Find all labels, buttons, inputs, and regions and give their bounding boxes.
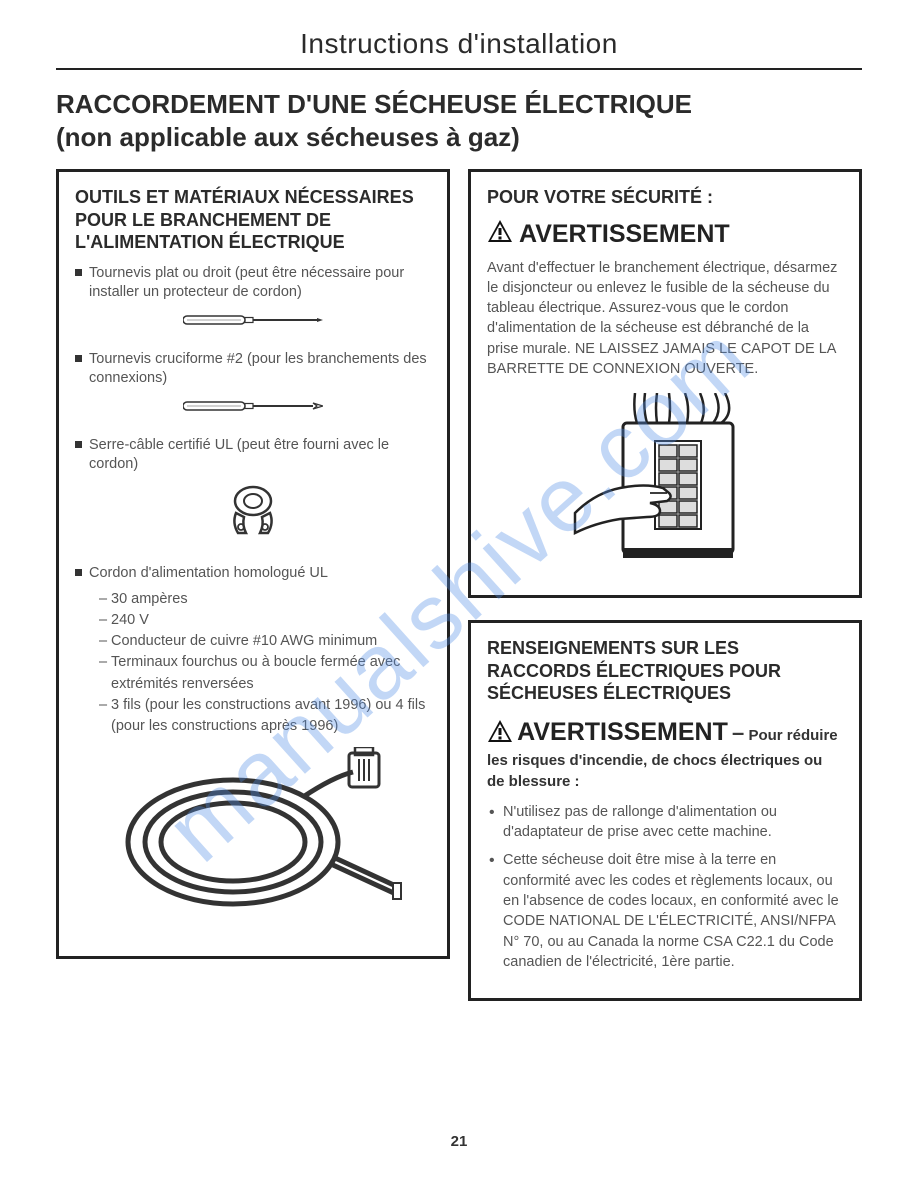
warning-triangle-icon xyxy=(487,719,513,749)
section-heading: RACCORDEMENT D'UNE SÉCHEUSE ÉLECTRIQUE (… xyxy=(56,88,862,153)
safety-body-text: Avant d'effectuer le branchement électri… xyxy=(487,258,843,380)
right-column: POUR VOTRE SÉCURITÉ : AVERTISSEMENT Avan… xyxy=(468,169,862,1001)
tools-box-title: OUTILS ET MATÉRIAUX NÉCESSAIRES POUR LE … xyxy=(75,186,431,254)
cord-spec: 3 fils (pour les constructions avant 199… xyxy=(99,695,431,737)
cord-spec-list: 30 ampères 240 V Conducteur de cuivre #1… xyxy=(99,589,431,736)
content-columns: OUTILS ET MATÉRIAUX NÉCESSAIRES POUR LE … xyxy=(56,169,862,1001)
phillips-screwdriver-icon xyxy=(75,397,431,420)
warning-triangle-icon xyxy=(487,219,513,250)
warning-label: AVERTISSEMENT xyxy=(517,718,728,746)
info-bullet-list: N'utilisez pas de rallonge d'alimentatio… xyxy=(487,802,843,972)
tool-item: Serre-câble certifié UL (peut être fourn… xyxy=(75,436,431,475)
flat-screwdriver-icon xyxy=(75,311,431,334)
cord-spec: 240 V xyxy=(99,610,431,631)
safety-box-title: POUR VOTRE SÉCURITÉ : xyxy=(487,186,843,209)
section-heading-line-1: RACCORDEMENT D'UNE SÉCHEUSE ÉLECTRIQUE xyxy=(56,89,692,119)
tool-item: Tournevis plat ou droit (peut être néces… xyxy=(75,264,431,303)
tool-item: Tournevis cruciforme #2 (pour les branch… xyxy=(75,350,431,389)
safety-warning-box: POUR VOTRE SÉCURITÉ : AVERTISSEMENT Avan… xyxy=(468,169,862,598)
strain-relief-clamp-icon xyxy=(75,483,431,548)
page-container: Instructions d'installation RACCORDEMENT… xyxy=(0,0,918,1001)
cord-spec: Terminaux fourchus ou à boucle fermée av… xyxy=(99,652,431,694)
cord-spec: Conducteur de cuivre #10 AWG minimum xyxy=(99,631,431,652)
warning-heading: AVERTISSEMENT xyxy=(487,219,843,250)
tool-item: Cordon d'alimentation homologué UL xyxy=(75,564,431,584)
warning-label: AVERTISSEMENT xyxy=(519,220,730,249)
inline-warning: AVERTISSEMENT – Pour réduire les risques… xyxy=(487,715,843,792)
left-column: OUTILS ET MATÉRIAUX NÉCESSAIRES POUR LE … xyxy=(56,169,450,1001)
info-bullet: N'utilisez pas de rallonge d'alimentatio… xyxy=(487,802,843,843)
section-heading-line-2: (non applicable aux sécheuses à gaz) xyxy=(56,122,520,152)
tools-materials-box: OUTILS ET MATÉRIAUX NÉCESSAIRES POUR LE … xyxy=(56,169,450,959)
breaker-panel-icon xyxy=(487,393,843,573)
cord-spec: 30 ampères xyxy=(99,589,431,610)
page-number: 21 xyxy=(0,1133,918,1150)
warning-dash: – xyxy=(732,720,744,745)
power-cord-icon xyxy=(75,747,431,922)
page-title: Instructions d'installation xyxy=(56,28,862,70)
electrical-info-box: RENSEIGNEMENTS SUR LES RACCORDS ÉLECTRIQ… xyxy=(468,620,862,1001)
info-box-title: RENSEIGNEMENTS SUR LES RACCORDS ÉLECTRIQ… xyxy=(487,637,843,705)
info-bullet: Cette sécheuse doit être mise à la terre… xyxy=(487,850,843,972)
